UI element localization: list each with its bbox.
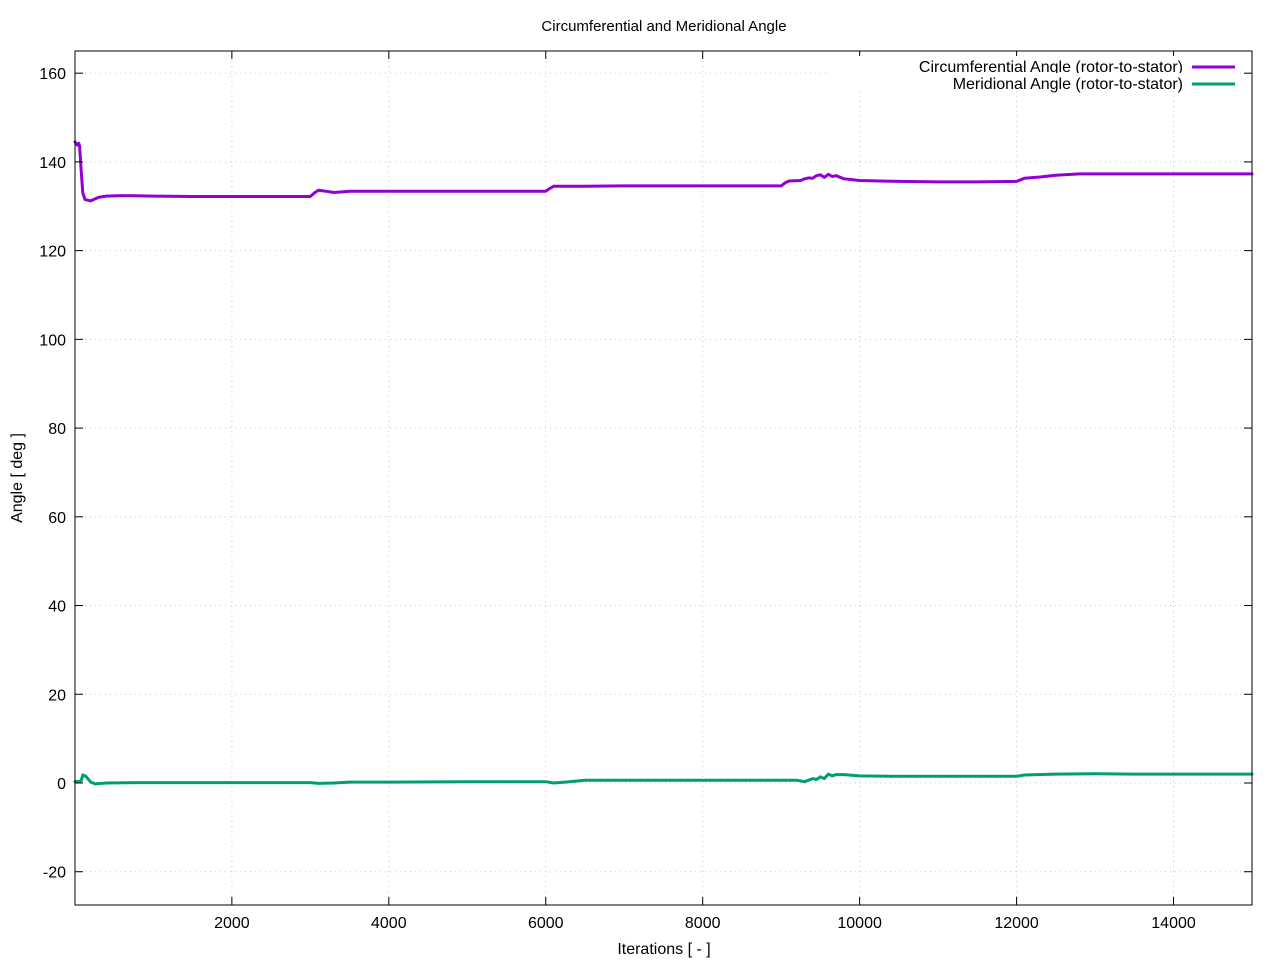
x-tick-label: 12000 — [994, 915, 1039, 932]
y-tick-label: -20 — [43, 865, 66, 882]
x-tick-label: 10000 — [837, 915, 882, 932]
y-tick-label: 20 — [48, 687, 66, 704]
x-tick-label: 2000 — [214, 915, 250, 932]
series-group — [73, 140, 1254, 786]
x-tick-label: 6000 — [528, 915, 564, 932]
legend-background — [828, 56, 1238, 73]
series-line-1 — [73, 140, 1254, 203]
legend: Circumferential Angle (rotor-to-stator)M… — [828, 56, 1238, 93]
x-tick-label: 8000 — [685, 915, 721, 932]
y-axis-label: Angle [ deg ] — [9, 433, 26, 523]
x-tick-label: 4000 — [371, 915, 407, 932]
y-tick-label: 80 — [48, 421, 66, 438]
legend-label-1: Circumferential Angle (rotor-to-stator) — [919, 59, 1183, 76]
legend-label-2: Meridional Angle (rotor-to-stator) — [953, 76, 1183, 93]
y-tick-label: 120 — [39, 244, 66, 261]
x-axis-label: Iterations [ - ] — [617, 941, 710, 958]
x-tick-label: 14000 — [1151, 915, 1196, 932]
y-tick-label: 100 — [39, 332, 66, 349]
y-tick-label: 160 — [39, 66, 66, 83]
plot-frame — [74, 50, 1253, 906]
series-line-2 — [73, 772, 1254, 786]
y-tick-label: 60 — [48, 510, 66, 527]
legend-background — [828, 73, 1238, 90]
chart-title: Circumferential and Meridional Angle — [541, 18, 786, 35]
y-tick-label: 0 — [57, 776, 66, 793]
y-tick-label: 140 — [39, 155, 66, 172]
ticks: 2000 4000 6000 8000 10000 12000 14000 -20 0 20 40 6… — [39, 51, 1252, 932]
y-tick-label: 40 — [48, 599, 66, 616]
